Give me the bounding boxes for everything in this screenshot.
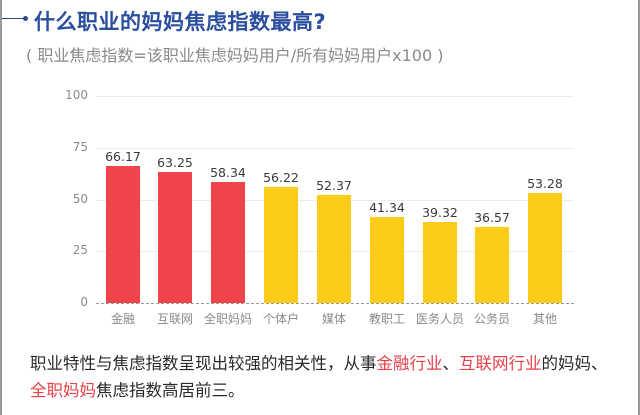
bar-value-label: 53.28 xyxy=(527,176,563,191)
summary-highlight-finance: 金融行业 xyxy=(376,354,443,373)
bar-chart: 0 25 50 75 100 66.17 金融 63.25 互联网 58.34 全职妈妈 56.22 个… xyxy=(65,88,574,326)
bar-5 xyxy=(370,217,404,303)
x-axis-category-label: 其他 xyxy=(532,312,557,326)
bar-1 xyxy=(158,172,192,303)
x-axis-baseline xyxy=(96,303,574,304)
x-axis-category-label: 全职妈妈 xyxy=(203,312,252,326)
chart-subtitle: ( 职业焦虑指数=该职业焦虑妈妈用户/所有妈妈用户x100 ) xyxy=(26,46,444,65)
x-axis-category-label: 公务员 xyxy=(473,312,510,326)
x-axis-category-label: 金融 xyxy=(110,312,135,326)
x-axis-category-label: 个体户 xyxy=(262,312,299,326)
summary-highlight-fulltime-mom: 全职妈妈 xyxy=(30,381,96,400)
gridline xyxy=(96,96,574,97)
summary-part-2: 的妈妈、 xyxy=(541,354,608,373)
bar-value-label: 63.25 xyxy=(157,155,193,170)
bar-value-label: 66.17 xyxy=(105,149,141,164)
y-axis-tick-label: 50 xyxy=(72,192,88,206)
bar-2 xyxy=(211,182,245,303)
bar-value-label: 41.34 xyxy=(369,200,405,215)
x-axis-category-label: 互联网 xyxy=(156,312,193,326)
frame-left-border xyxy=(0,0,2,415)
title-connector-line xyxy=(2,18,24,19)
bar-value-label: 58.34 xyxy=(210,165,246,180)
y-axis-tick-label: 25 xyxy=(72,243,88,257)
bar-3 xyxy=(264,187,298,303)
summary-part-1: 职业特性与焦虑指数呈现出较强的相关性，从事 xyxy=(30,354,377,373)
y-axis-tick-label: 0 xyxy=(80,295,88,309)
summary-highlight-internet: 互联网行业 xyxy=(459,354,542,373)
frame-right-border xyxy=(638,0,640,415)
gridline xyxy=(96,148,574,149)
y-axis-tick-label: 100 xyxy=(65,88,88,102)
bar-4 xyxy=(317,195,351,303)
summary-text: 职业特性与焦虑指数呈现出较强的相关性，从事金融行业、互联网行业的妈妈、全职妈妈焦… xyxy=(30,350,620,404)
bar-8 xyxy=(528,193,562,303)
x-axis-category-label: 媒体 xyxy=(321,312,346,326)
bar-value-label: 52.37 xyxy=(316,178,352,193)
bar-value-label: 56.22 xyxy=(263,170,299,185)
summary-separator: 、 xyxy=(442,354,460,373)
bar-0 xyxy=(106,166,140,303)
y-axis-tick-label: 75 xyxy=(72,140,88,154)
title-bullet-icon xyxy=(23,16,28,21)
x-axis-category-label: 教职工 xyxy=(368,312,405,326)
bar-value-label: 36.57 xyxy=(474,210,510,225)
x-axis-category-label: 医务人员 xyxy=(415,312,464,326)
chart-title: 什么职业的妈妈焦虑指数最高? xyxy=(34,10,327,34)
bar-6 xyxy=(423,222,457,303)
summary-part-3: 焦虑指数高居前三。 xyxy=(96,381,245,400)
bar-7 xyxy=(475,227,509,303)
bar-value-label: 39.32 xyxy=(422,205,458,220)
